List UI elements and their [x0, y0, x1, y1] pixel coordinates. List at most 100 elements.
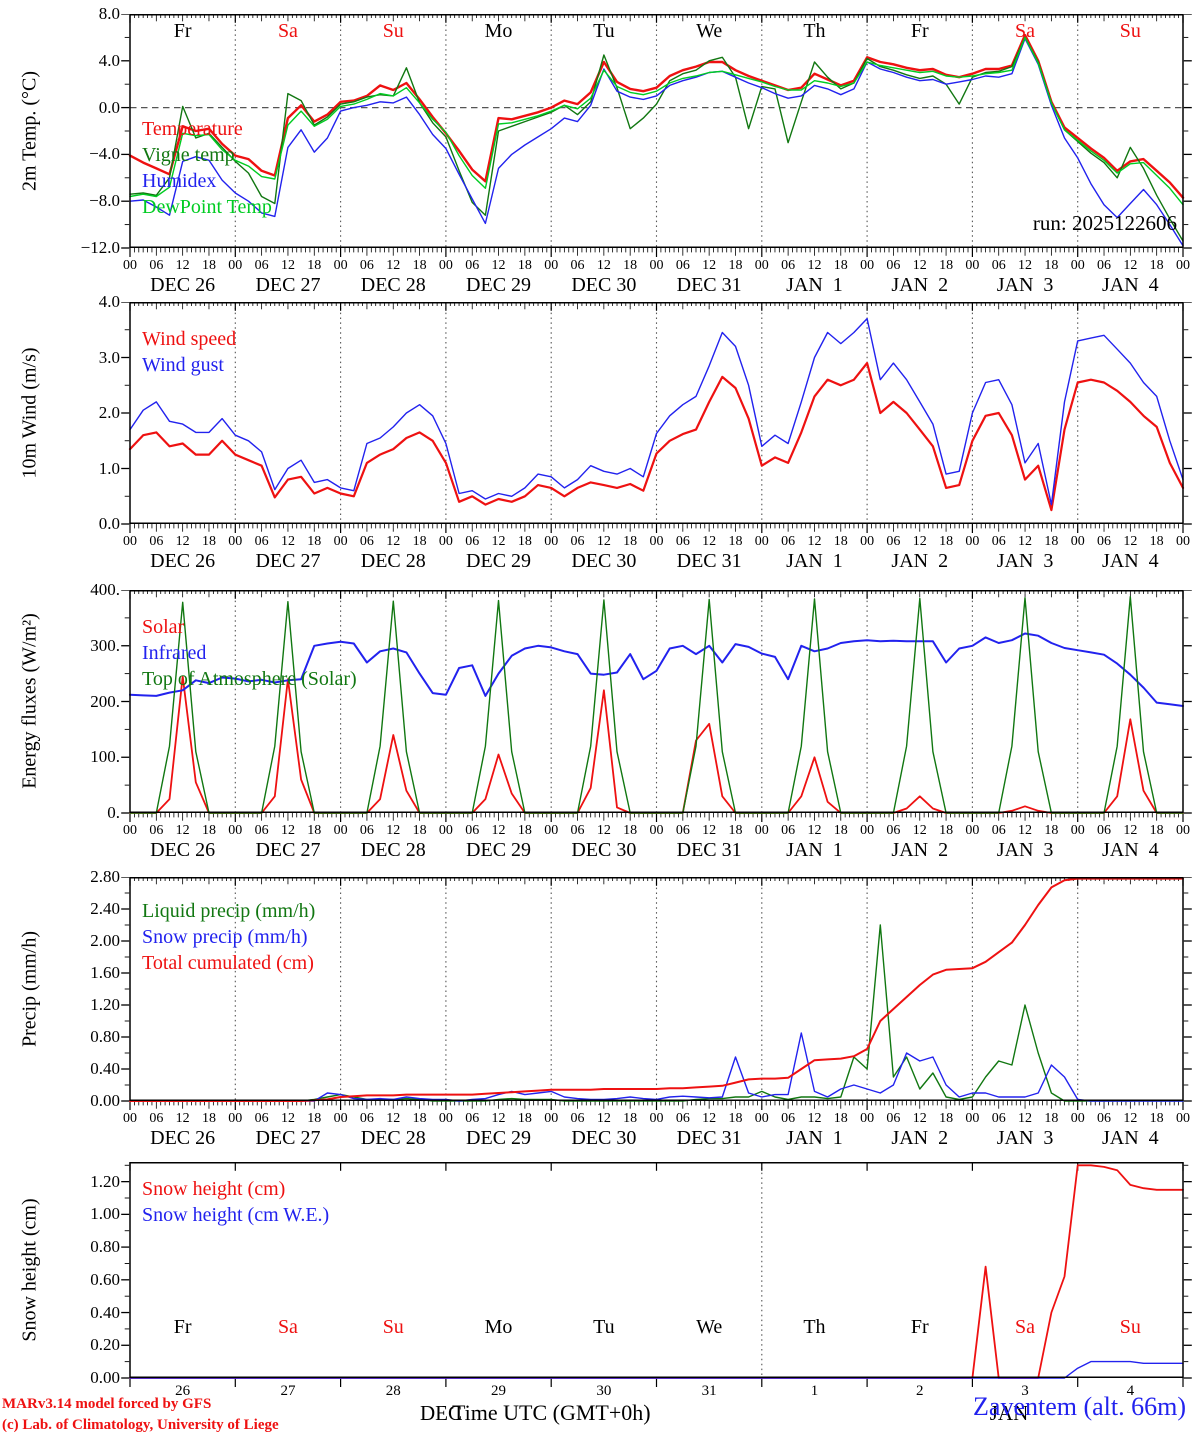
- wind-legend: Wind speed Wind gust: [142, 324, 236, 376]
- hour-tick-label: 06: [675, 258, 690, 273]
- hour-axis-row-1: 00 06 12 18 00 06 12 18 00 06 12 18 00 06 12 18 00 06 12 18…: [123, 258, 1190, 278]
- hour-tick-label: 06: [149, 823, 164, 838]
- hour-tick-label: 00: [123, 258, 137, 273]
- hour-tick-label: 12: [280, 534, 295, 549]
- hour-tick-label: 12: [702, 1111, 717, 1126]
- model-credit-line1: MARv3.14 model forced by GFS: [2, 1396, 212, 1412]
- temperature-chart: [121, 14, 1192, 257]
- day-name-label: Sa: [1015, 1316, 1036, 1338]
- hour-tick-label: 18: [1044, 258, 1059, 273]
- date-axis-row-1: DEC 26 DEC 27 DEC 28 DEC 29 DEC 30 DEC 31 JAN …: [130, 274, 1183, 296]
- hour-tick-label: 00: [754, 823, 769, 838]
- day-number-label: 31: [701, 1383, 717, 1399]
- date-label: DEC 31: [676, 839, 742, 861]
- hour-tick-label: 06: [781, 534, 796, 549]
- date-label: DEC 30: [571, 274, 637, 296]
- hour-tick-label: 06: [1097, 1111, 1112, 1126]
- hour-tick-label: 06: [886, 258, 901, 273]
- y-tick-label: 300.: [90, 635, 120, 655]
- date-axis-row-3: DEC 26 DEC 27 DEC 28 DEC 29 DEC 30 DEC 31 JAN …: [130, 839, 1183, 861]
- hour-tick-label: 12: [1018, 258, 1033, 273]
- hour-tick-label: 12: [280, 258, 295, 273]
- legend-item-total-cumulated: Total cumulated (cm): [142, 952, 314, 974]
- day-name-label: Sa: [1015, 20, 1036, 42]
- day-name-label: Fr: [173, 1316, 192, 1338]
- hour-tick-label: 00: [544, 823, 559, 838]
- hour-tick-label: 12: [702, 258, 717, 273]
- month-label-jan: JAN: [989, 1401, 1029, 1425]
- date-label: JAN 4: [1102, 550, 1159, 572]
- hour-tick-label: 12: [807, 534, 822, 549]
- hour-tick-label: 12: [912, 1111, 927, 1126]
- day-name-label: Tu: [593, 1316, 615, 1338]
- hour-tick-label: 06: [991, 1111, 1006, 1126]
- energy-panel: Solar Infrared Top of Atmosphere (Solar): [121, 590, 1192, 822]
- hour-tick-label: 12: [1123, 823, 1138, 838]
- day-name-label: Fr: [173, 20, 192, 42]
- hour-tick-label: 06: [991, 823, 1006, 838]
- date-label: JAN 1: [786, 1127, 843, 1149]
- hour-tick-label: 00: [228, 1111, 243, 1126]
- hour-tick-label: 00: [333, 534, 348, 549]
- hour-tick-label: 12: [280, 1111, 295, 1126]
- hour-tick-label: 12: [702, 534, 717, 549]
- hour-tick-label: 18: [623, 534, 638, 549]
- date-label: JAN 3: [996, 550, 1054, 572]
- date-label: DEC 28: [360, 550, 426, 572]
- hour-tick-label: 18: [412, 823, 427, 838]
- date-label: JAN 2: [891, 550, 949, 572]
- y-tick-label: 0.60: [90, 1269, 120, 1289]
- hour-tick-label: 00: [860, 823, 875, 838]
- date-label: DEC 31: [676, 550, 742, 572]
- hour-tick-label: 18: [728, 258, 743, 273]
- y-tick-label: 200.: [90, 691, 120, 711]
- y-tick-label: 2.0: [98, 403, 120, 422]
- hour-tick-label: 12: [596, 258, 611, 273]
- hour-tick-label: 06: [675, 1111, 690, 1126]
- day-name-label: We: [696, 1316, 723, 1338]
- hour-tick-label: 06: [886, 1111, 901, 1126]
- y-tick-label: 0.00: [90, 1368, 120, 1387]
- y-tick-label: 0.40: [90, 1059, 120, 1078]
- y-tick-label: −12.0: [80, 238, 120, 257]
- hour-tick-label: 18: [833, 1111, 848, 1126]
- hour-tick-label: 06: [886, 534, 901, 549]
- hour-tick-label: 18: [939, 534, 954, 549]
- day-number-label: 2: [916, 1383, 924, 1399]
- date-label: JAN 2: [891, 839, 949, 861]
- hour-tick-label: 06: [359, 823, 374, 838]
- hour-tick-label: 00: [1070, 823, 1085, 838]
- date-label: DEC 27: [255, 550, 321, 572]
- hour-tick-label: 00: [228, 258, 243, 273]
- hour-tick-label: 12: [807, 1111, 822, 1126]
- day-numbers-row: 26 27 28 29 30 31 1 2 3 4: [130, 1383, 1183, 1403]
- hour-tick-label: 00: [754, 258, 769, 273]
- hour-tick-label: 00: [123, 534, 137, 549]
- hour-tick-label: 18: [1149, 1111, 1164, 1126]
- month-label-dec: DEC: [420, 1401, 462, 1425]
- hour-tick-label: 18: [307, 1111, 322, 1126]
- date-label: DEC 28: [360, 839, 426, 861]
- hour-axis-row-2: 00 06 12 18 00 06 12 18 00 06 12 18 00 06 12 18 00 06 12 18…: [123, 534, 1190, 554]
- hour-tick-label: 18: [517, 258, 532, 273]
- hour-tick-label: 18: [728, 1111, 743, 1126]
- day-name-label: Fr: [910, 1316, 929, 1338]
- energy-chart: [121, 590, 1192, 822]
- run-label: run: 2025122606: [1032, 211, 1177, 235]
- y-tick-label: 0.80: [90, 1237, 120, 1257]
- hour-tick-label: 06: [465, 534, 480, 549]
- date-label: JAN 2: [891, 274, 949, 296]
- temperature-legend: Temperature Vigne temp Humidex DewPoint …: [142, 118, 272, 222]
- hour-tick-label: 18: [728, 823, 743, 838]
- hour-tick-label: 12: [1018, 534, 1033, 549]
- date-label: DEC 30: [571, 550, 637, 572]
- hour-tick-label: 00: [333, 258, 348, 273]
- hour-tick-label: 12: [491, 1111, 506, 1126]
- hour-tick-label: 18: [728, 534, 743, 549]
- hour-tick-label: 12: [912, 823, 927, 838]
- hour-tick-label: 06: [465, 258, 480, 273]
- y-tick-label: 0.0: [98, 514, 120, 533]
- legend-item-wind-gust: Wind gust: [142, 354, 224, 376]
- hour-tick-label: 18: [517, 1111, 532, 1126]
